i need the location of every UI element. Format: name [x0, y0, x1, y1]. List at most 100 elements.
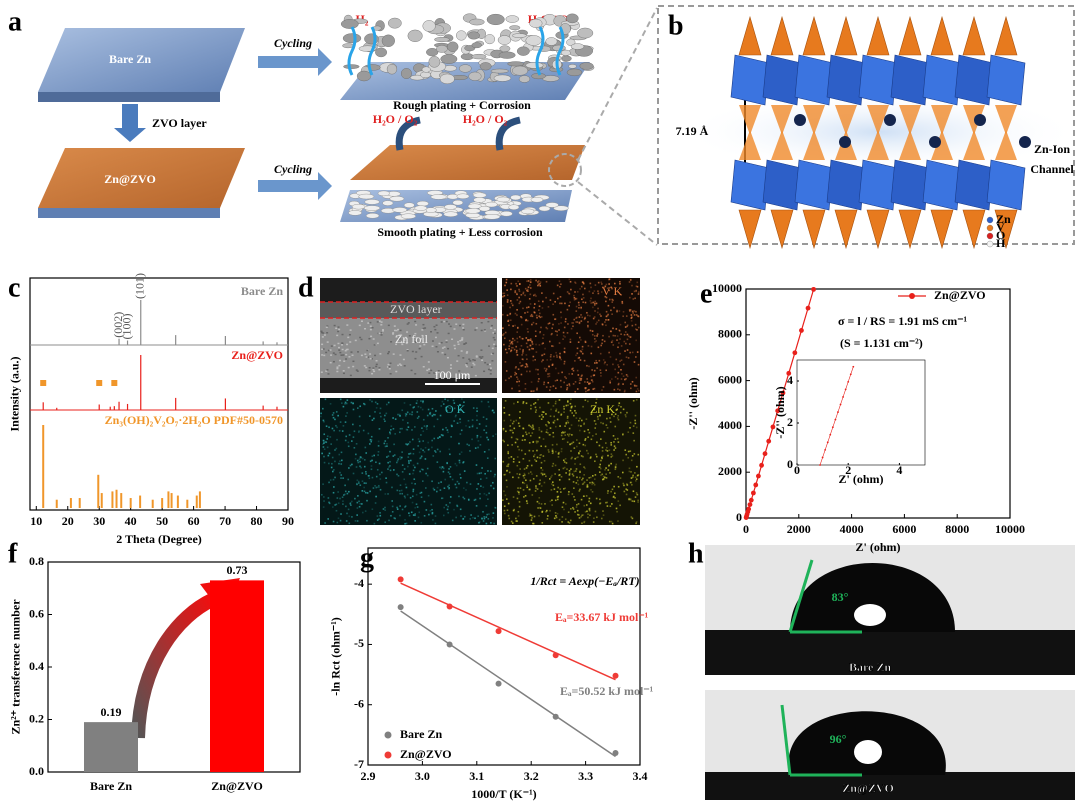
speck — [476, 414, 478, 417]
speck — [551, 364, 554, 367]
speck — [458, 459, 461, 462]
speck — [534, 293, 536, 296]
speck — [339, 421, 342, 423]
speck — [624, 414, 627, 416]
speck — [577, 483, 580, 486]
speck — [570, 288, 572, 291]
speck — [601, 473, 604, 476]
speck — [512, 460, 515, 463]
speck — [426, 369, 429, 372]
speck — [635, 426, 638, 429]
speck — [516, 520, 518, 522]
speck — [608, 351, 610, 354]
speck — [506, 301, 509, 303]
speck — [426, 414, 429, 417]
speck — [421, 329, 424, 331]
speck — [596, 311, 599, 314]
speck — [390, 514, 392, 517]
speck — [412, 452, 415, 455]
speck — [544, 347, 546, 350]
speck — [352, 408, 355, 411]
speck — [539, 482, 541, 485]
speck — [576, 332, 578, 335]
speck — [617, 371, 620, 374]
speck — [442, 403, 445, 405]
speck — [361, 457, 364, 460]
octahedron — [922, 159, 962, 211]
speck — [534, 411, 537, 413]
speck — [532, 426, 534, 428]
speck — [376, 519, 379, 521]
speck — [574, 360, 576, 362]
speck — [540, 490, 543, 492]
tetrahedron — [867, 130, 889, 160]
speck — [327, 373, 330, 375]
speck — [535, 314, 538, 317]
x-tick-label: 50 — [156, 514, 168, 528]
speck — [513, 402, 515, 405]
legend-label: Zn@ZVO — [400, 747, 452, 761]
speck — [558, 329, 560, 331]
speck — [636, 474, 639, 477]
speck — [595, 398, 598, 400]
legend-marker — [384, 731, 392, 739]
speck — [624, 389, 626, 392]
speck — [485, 522, 488, 525]
speck — [377, 450, 380, 453]
speck — [539, 331, 541, 334]
speck — [637, 501, 639, 503]
speck — [525, 354, 528, 356]
speck — [436, 486, 439, 489]
speck — [364, 446, 367, 449]
speck — [561, 371, 563, 374]
speck — [419, 492, 422, 494]
speck — [564, 434, 567, 436]
speck — [368, 415, 371, 417]
speck — [552, 303, 554, 306]
speck — [575, 310, 578, 312]
speck — [621, 373, 623, 375]
speck — [466, 443, 469, 446]
speck — [580, 379, 582, 381]
speck — [599, 352, 602, 355]
speck — [332, 416, 335, 419]
speck — [429, 510, 432, 512]
speck — [539, 406, 541, 409]
speck — [447, 406, 449, 408]
speck — [356, 483, 358, 486]
speck — [358, 324, 361, 327]
particle — [400, 68, 412, 79]
speck — [518, 290, 521, 293]
speck — [433, 437, 436, 440]
speck — [611, 313, 613, 316]
speck — [525, 433, 528, 436]
speck — [398, 431, 401, 434]
speck — [480, 472, 483, 474]
speck — [361, 511, 364, 514]
speck — [593, 290, 596, 292]
speck — [355, 442, 358, 445]
speck — [477, 515, 479, 517]
speck — [590, 352, 593, 355]
speck — [577, 357, 580, 359]
speck — [522, 292, 525, 295]
speck — [396, 489, 399, 492]
speck — [339, 471, 341, 474]
speck — [576, 476, 578, 479]
speck — [546, 518, 549, 520]
speck — [332, 520, 335, 523]
speck — [515, 292, 518, 294]
particle — [530, 197, 544, 203]
zn-ion — [794, 114, 806, 126]
speck — [528, 424, 530, 427]
speck — [614, 438, 617, 440]
speck — [618, 310, 621, 312]
speck — [475, 356, 478, 358]
speck — [584, 467, 586, 470]
speck — [598, 471, 601, 473]
speck — [538, 436, 541, 439]
point — [753, 482, 759, 488]
speck — [333, 344, 336, 347]
speck — [538, 429, 541, 431]
speck — [576, 479, 579, 482]
